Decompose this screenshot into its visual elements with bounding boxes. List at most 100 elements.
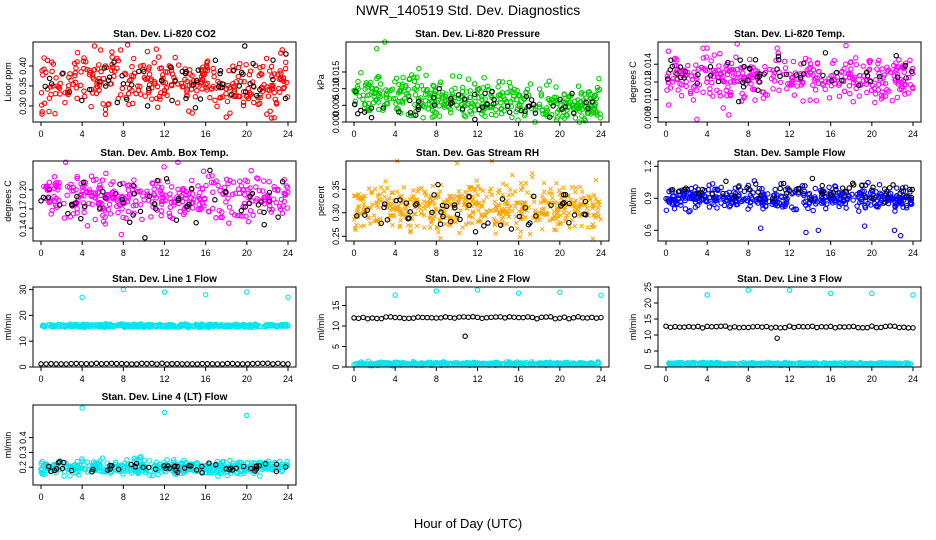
data-point bbox=[828, 78, 835, 84]
y-tick-label: 0.3 bbox=[18, 446, 28, 459]
data-point bbox=[842, 61, 849, 67]
data-point bbox=[123, 215, 129, 222]
data-point bbox=[187, 323, 193, 330]
data-point bbox=[425, 91, 431, 97]
data-point bbox=[527, 231, 533, 237]
data-point bbox=[402, 203, 408, 208]
data-point bbox=[571, 203, 577, 209]
data-point bbox=[834, 74, 841, 80]
data-point bbox=[278, 50, 284, 56]
data-point bbox=[894, 74, 901, 80]
data-point bbox=[760, 89, 767, 95]
data-point bbox=[750, 324, 756, 330]
data-point bbox=[184, 87, 190, 93]
data-point bbox=[827, 192, 834, 198]
data-point bbox=[479, 104, 486, 110]
data-point bbox=[855, 324, 861, 331]
data-point bbox=[212, 322, 218, 329]
data-point bbox=[682, 197, 688, 204]
data-point bbox=[867, 78, 874, 85]
data-point bbox=[768, 325, 774, 331]
data-point bbox=[470, 209, 476, 214]
x-tick-label: 16 bbox=[201, 374, 211, 384]
data-point bbox=[460, 225, 465, 230]
data-point bbox=[268, 82, 274, 89]
data-point bbox=[265, 93, 272, 100]
data-point bbox=[48, 81, 55, 87]
series-1 bbox=[351, 158, 604, 242]
x-tick-label: 20 bbox=[242, 129, 252, 139]
data-point bbox=[189, 110, 196, 116]
data-point bbox=[571, 212, 578, 218]
data-point bbox=[201, 71, 208, 78]
data-point bbox=[151, 59, 157, 66]
x-tick-label: 4 bbox=[705, 129, 710, 139]
data-point bbox=[727, 325, 733, 331]
data-point bbox=[91, 190, 97, 196]
data-point bbox=[62, 323, 69, 330]
data-point bbox=[733, 54, 739, 61]
data-point bbox=[757, 71, 763, 77]
x-tick-label: 8 bbox=[121, 248, 126, 258]
data-point bbox=[378, 220, 384, 227]
data-point bbox=[137, 91, 144, 97]
data-point bbox=[498, 110, 505, 117]
data-point bbox=[839, 77, 845, 84]
data-point bbox=[444, 214, 450, 219]
data-point bbox=[408, 228, 413, 234]
data-point bbox=[531, 215, 536, 220]
data-point bbox=[532, 110, 539, 116]
data-point bbox=[242, 43, 248, 49]
data-point bbox=[509, 172, 515, 178]
data-point bbox=[571, 110, 577, 116]
data-point bbox=[163, 85, 170, 91]
data-point bbox=[718, 184, 724, 191]
data-point bbox=[488, 111, 495, 118]
data-point bbox=[68, 360, 74, 367]
data-point bbox=[220, 94, 226, 100]
data-point bbox=[442, 314, 449, 320]
data-point bbox=[686, 361, 693, 367]
data-point bbox=[264, 111, 270, 117]
data-point bbox=[254, 323, 260, 330]
data-point bbox=[179, 361, 185, 367]
data-point bbox=[235, 64, 242, 71]
data-point bbox=[397, 223, 403, 229]
data-point bbox=[724, 92, 730, 99]
data-point bbox=[47, 84, 54, 90]
data-point bbox=[752, 57, 759, 63]
data-point bbox=[746, 56, 753, 63]
data-point bbox=[261, 221, 267, 228]
x-tick-label: 16 bbox=[201, 129, 211, 139]
data-point bbox=[867, 77, 873, 84]
data-point bbox=[436, 85, 442, 92]
data-point bbox=[488, 186, 494, 191]
data-point bbox=[496, 78, 502, 85]
data-point bbox=[488, 314, 494, 321]
data-point bbox=[741, 63, 747, 70]
data-point bbox=[434, 225, 440, 231]
data-point bbox=[123, 96, 130, 102]
data-point bbox=[882, 199, 889, 205]
x-tick-label: 16 bbox=[514, 129, 524, 139]
data-point bbox=[550, 216, 555, 221]
data-point bbox=[361, 223, 367, 229]
data-point bbox=[411, 78, 418, 85]
data-point bbox=[423, 72, 429, 79]
data-point bbox=[48, 198, 54, 204]
data-point bbox=[183, 95, 189, 102]
data-point bbox=[777, 185, 783, 192]
data-point bbox=[518, 216, 524, 222]
data-point bbox=[416, 65, 422, 72]
data-point bbox=[366, 186, 372, 192]
data-point bbox=[201, 203, 207, 209]
data-point bbox=[778, 193, 784, 199]
data-point bbox=[506, 192, 512, 198]
data-point bbox=[587, 195, 593, 201]
data-point bbox=[231, 86, 238, 92]
data-point bbox=[355, 315, 362, 322]
data-point bbox=[248, 91, 255, 97]
data-point bbox=[412, 211, 418, 217]
data-point bbox=[46, 186, 53, 193]
data-point bbox=[428, 199, 433, 205]
